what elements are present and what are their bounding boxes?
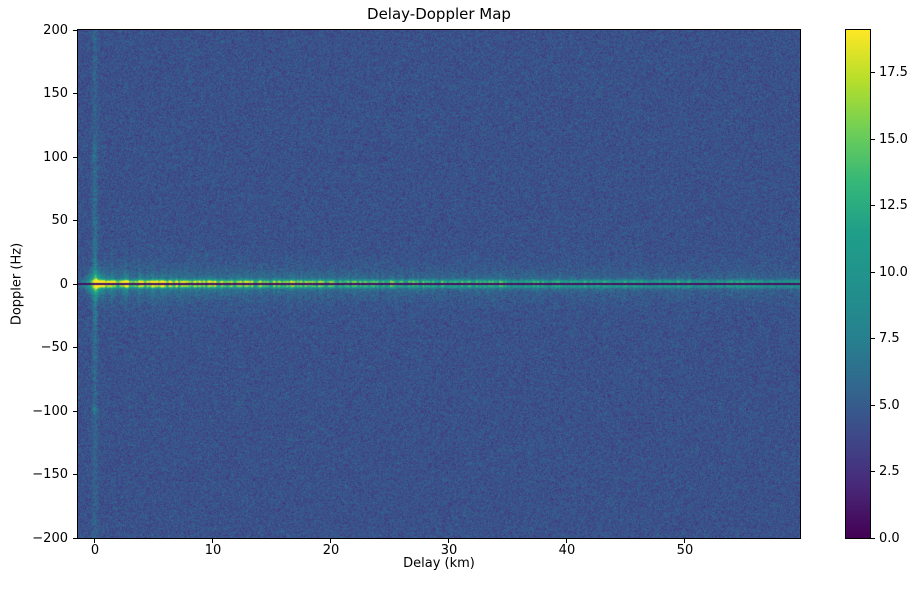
y-tick-label: −150 (32, 467, 68, 482)
colorbar-tick-label: 5.0 (879, 397, 900, 413)
chart-title: Delay-Doppler Map (367, 5, 511, 23)
x-tick-label: 30 (440, 543, 458, 558)
colorbar-tick (871, 338, 875, 340)
colorbar-tick-label: 17.5 (879, 65, 908, 81)
x-tick-label: 20 (322, 543, 340, 558)
y-tick (73, 156, 77, 158)
y-tick-label: −50 (40, 340, 68, 355)
colorbar-tick (871, 72, 875, 74)
colorbar-tick (871, 205, 875, 207)
x-tick-label: 0 (90, 543, 100, 558)
y-tick-label: 150 (43, 86, 68, 101)
x-tick (212, 539, 214, 543)
y-tick (73, 347, 77, 348)
colorbar-tick-label: 15.0 (879, 131, 908, 147)
y-tick (73, 410, 77, 412)
colorbar-tick (871, 271, 875, 273)
y-tick-label: 50 (51, 213, 68, 228)
x-tick (448, 539, 450, 543)
x-tick-label: 10 (204, 543, 222, 558)
colorbar-tick-label: 12.5 (879, 198, 908, 214)
y-tick (73, 283, 77, 285)
x-tick (330, 539, 332, 543)
plot-area (77, 29, 801, 539)
x-tick (94, 539, 96, 543)
colorbar-tick-label: 10.0 (879, 264, 908, 280)
x-tick (684, 539, 686, 543)
y-tick (73, 29, 77, 31)
y-tick-label: −100 (32, 403, 68, 419)
y-tick (73, 537, 77, 539)
y-tick (73, 93, 77, 94)
colorbar (845, 29, 871, 539)
y-tick-label: 100 (43, 149, 68, 165)
colorbar-tick-label: 7.5 (879, 331, 900, 347)
y-tick (73, 220, 77, 221)
colorbar-tick-label: 0.0 (879, 530, 900, 546)
x-axis-label: Delay (km) (403, 556, 475, 571)
x-tick (566, 539, 568, 543)
y-tick-label: 200 (43, 22, 68, 38)
colorbar-tick (871, 537, 875, 539)
heatmap-canvas (78, 30, 800, 538)
y-tick (73, 474, 77, 475)
colorbar-tick (871, 471, 875, 472)
colorbar-canvas (846, 30, 870, 538)
x-tick-label: 40 (558, 543, 576, 558)
colorbar-tick (871, 404, 875, 406)
colorbar-tick (871, 138, 875, 140)
y-tick-label: 0 (59, 276, 68, 292)
y-tick-label: −200 (32, 530, 68, 546)
x-tick-label: 50 (676, 543, 694, 558)
colorbar-tick-label: 2.5 (879, 464, 900, 479)
